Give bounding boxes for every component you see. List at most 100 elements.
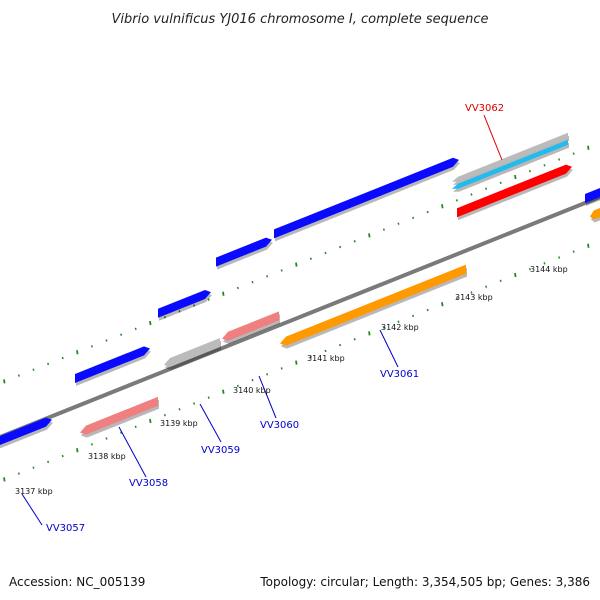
inner-tick [105,437,108,440]
inner-tick [47,460,50,464]
outer-tick [353,240,356,243]
outer-tick [3,379,6,384]
inner-tick [514,272,517,278]
cds-forward-vv3057[interactable] [0,417,52,446]
features [0,132,600,449]
inner-tick [558,256,561,259]
inner-tick [382,326,385,329]
outer-tick [134,327,137,331]
cds-reverse-vv3060[interactable] [222,311,279,341]
outer-tick [32,368,35,371]
outer-tick [470,193,473,196]
inner-tick [353,338,356,341]
tick-label-3138: 3138 kbp [88,452,126,461]
leader-vv3062 [483,114,503,161]
outer-tick [295,262,298,267]
summary-text: Topology: circular; Length: 3,354,505 bp… [259,575,590,589]
inner-tick [17,472,20,475]
outer-tick [499,181,502,185]
inner-tick [163,413,166,417]
outer-tick [280,269,283,272]
leader-vv3061 [379,329,399,368]
outer-tick [324,251,327,255]
cds-reverse-vv3058[interactable] [80,396,158,435]
inner-tick [178,408,181,411]
gene-label-vv3062[interactable]: VV3062 [465,103,504,114]
label-leaders [21,114,503,526]
outer-tick [266,275,269,278]
inner-tick [441,302,444,307]
inner-tick [324,349,327,353]
leader-vv3058 [118,426,147,478]
outer-tick [455,199,458,202]
inner-tick [134,425,137,429]
cds-reverse-edge[interactable] [590,206,600,220]
rna-cyan-vv3062[interactable] [452,139,568,189]
map-title: Vibrio vulnificus YJ016 chromosome I, co… [111,12,488,27]
inner-tick [76,448,79,453]
cds-reverse-vv3061[interactable] [280,264,466,346]
inner-tick [426,308,429,312]
outer-tick [587,145,590,150]
outer-tick [543,164,546,167]
cds-forward-vv3060[interactable] [216,237,272,267]
outer-tick [222,291,225,296]
accession-text: Accession: NC_005139 [9,575,145,589]
gene-label-vv3060[interactable]: VV3060 [260,420,299,431]
inner-tick [470,291,473,294]
inner-tick [222,389,225,394]
outer-tick [61,356,64,360]
gene-label-vv3058[interactable]: VV3058 [129,478,168,489]
tick-label-3142: 3142 kbp [381,323,419,332]
tick-rows [3,145,590,482]
outer-tick [163,315,166,319]
inner-tick [3,477,6,482]
inner-tick [251,378,254,382]
gene-label-vv3057[interactable]: VV3057 [46,523,85,534]
inner-tick [485,285,488,288]
inner-tick [32,466,35,469]
tick-label-3137: 3137 kbp [15,487,53,496]
inner-tick [528,267,531,271]
inner-tick [90,443,93,446]
inner-tick [339,343,342,347]
inner-tick [368,331,371,336]
cds-forward-vv3059[interactable] [158,290,211,318]
outer-tick [441,204,444,209]
cds-forward-edge[interactable] [585,188,600,203]
outer-tick [339,245,342,249]
outer-tick [485,187,488,190]
cds-reverse-vv3059[interactable] [164,338,220,367]
rna-gray-vv3062[interactable] [452,132,568,182]
inner-tick [61,454,64,458]
outer-tick [382,228,385,231]
inner-tick [499,279,502,283]
gene-label-vv3059[interactable]: VV3059 [201,445,240,456]
tick-label-3144: 3144 kbp [530,265,568,274]
leader-vv3060 [258,375,277,419]
outer-tick [426,210,429,214]
inner-tick [207,396,210,399]
inner-tick [397,320,400,323]
gene-label-vv3061[interactable]: VV3061 [380,369,419,380]
outer-tick [193,304,196,307]
inner-tick [572,250,575,253]
inner-tick [266,373,269,376]
inner-tick [455,297,458,300]
outer-tick [149,320,152,326]
leader-vv3057 [21,493,43,526]
outer-tick [207,298,210,301]
tick-label-3141: 3141 kbp [307,354,345,363]
inner-tick [149,418,152,424]
rna-red-vv3062[interactable] [457,164,572,218]
outer-tick [251,280,254,284]
leader-vv3059 [199,403,222,443]
outer-tick [76,350,79,355]
inner-tick [120,431,123,434]
outer-tick [572,152,575,155]
cds-forward-vv3058[interactable] [75,346,150,383]
inner-tick [543,262,546,265]
cds-forward-vv3061[interactable] [274,157,459,239]
outer-tick [120,333,123,336]
